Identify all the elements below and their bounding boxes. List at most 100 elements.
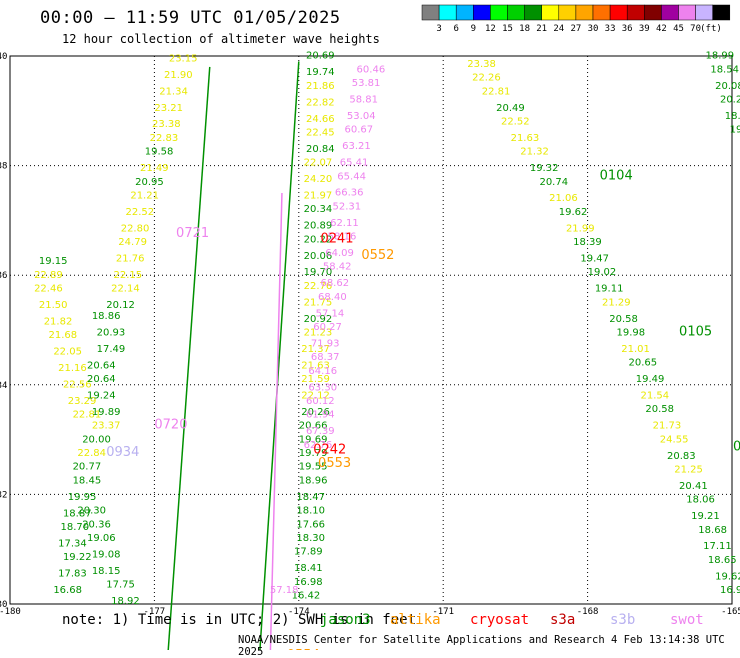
wave-height-label: 18.70	[61, 522, 90, 533]
wave-height-label: 21.50	[39, 300, 68, 311]
wave-height-label: 64.09	[325, 248, 354, 259]
wave-height-label: 22.82	[306, 97, 335, 108]
y-tick-label: 30	[0, 600, 7, 610]
wave-height-label: 20.41	[679, 481, 708, 492]
pass-time-label: 0105	[679, 324, 712, 339]
wave-height-label: 18.45	[73, 475, 102, 486]
wave-height-label: 22.81	[482, 86, 511, 97]
wave-height-label: 65.41	[340, 158, 369, 169]
wave-height-label: 57.14	[316, 308, 345, 319]
legend-cryosat: cryosat	[470, 612, 530, 628]
wave-height-label: 18.39	[573, 237, 602, 248]
colorbar: 3 6 9 12 15 18 21 24 27 30 33 36 39 42 45 70 (ft)	[421, 4, 731, 34]
wave-height-label: 21.90	[164, 70, 193, 81]
wave-height-label: 19.79	[299, 448, 328, 459]
wave-height-label: 58.16	[328, 232, 357, 243]
wave-height-label: 19.62	[715, 571, 740, 582]
colorbar-tick-label: 12	[485, 24, 496, 34]
colorbar-tick-label: 27	[570, 24, 581, 34]
wave-height-label: 18.15	[92, 566, 121, 577]
wave-height-label: 21.63	[301, 360, 330, 371]
wave-height-label: 22.84	[77, 448, 106, 459]
colorbar-swatch	[524, 4, 542, 21]
footer-note: note: 1) Time is in UTC; 2) SWH is in fe…	[62, 612, 417, 628]
wave-height-label: 19.02	[588, 267, 617, 278]
wave-height-label: 24.20	[304, 174, 333, 185]
colorbar-tick-label: 45	[673, 24, 684, 34]
wave-height-label: 20.77	[73, 462, 102, 473]
legend-jason3: jason3	[320, 612, 371, 628]
colorbar-tick-label: 42	[656, 24, 667, 34]
wave-height-label: 21.32	[520, 147, 549, 158]
colorbar-tick-label: 36	[622, 24, 633, 34]
wave-height-label: 23.38	[152, 119, 181, 130]
pass-time-label: 0721	[176, 226, 209, 241]
wave-height-label: 20.74	[539, 177, 568, 188]
wave-height-label: 20.08	[715, 81, 740, 92]
wave-height-label: 22.14	[111, 284, 140, 295]
wave-height-label: 22.89	[34, 270, 63, 281]
wave-height-label: 21.86	[306, 81, 335, 92]
pass-time-label: 0720	[154, 418, 187, 433]
wave-height-label: 17.49	[97, 344, 126, 355]
wave-height-label: 17.11	[703, 541, 732, 552]
wave-height-label: 20.66	[299, 421, 328, 432]
wave-height-label: 18.86	[92, 311, 121, 322]
pass-time-label: 0	[733, 440, 740, 455]
colorbar-swatch	[678, 4, 696, 21]
wave-height-label: 18.99	[706, 51, 735, 62]
colorbar-swatch	[541, 4, 560, 21]
wave-height-label: 19.55	[299, 462, 328, 473]
wave-height-label: 19.74	[306, 67, 335, 78]
colorbar-tick-label: 6	[453, 24, 458, 34]
colorbar-swatch	[421, 4, 440, 21]
wave-height-label: 19.22	[63, 552, 92, 563]
wave-height-label: 19.98	[616, 327, 645, 338]
plot-axes: -180 -177 -174 -171 -168 -165 30 32 34 36 38 40	[0, 52, 740, 617]
wave-height-label: 19.3	[730, 125, 740, 136]
chart-subtitle: 12 hour collection of altimeter wave hei…	[62, 32, 380, 46]
wave-height-label: 21.21	[130, 190, 159, 201]
legend-s3b: s3b	[610, 612, 636, 628]
wave-height-label: 20.84	[306, 144, 335, 155]
wave-height-label: 21.25	[674, 464, 703, 475]
wave-height-label: 18.65	[708, 555, 737, 566]
wave-height-label: 62.11	[330, 218, 359, 229]
wave-height-label: 22.83	[150, 133, 179, 144]
colorbar-tick-label: 21	[536, 24, 547, 34]
wave-height-label: 20.92	[304, 314, 333, 325]
wave-height-label: 18.41	[294, 563, 323, 574]
track-line	[269, 192, 283, 650]
x-tick-label: -165	[721, 607, 740, 617]
wave-height-label: 52.31	[332, 201, 361, 212]
wave-height-label: 23.37	[92, 421, 121, 432]
wave-height-label: 16.98	[294, 577, 323, 588]
colorbar-tick-label: 15	[502, 24, 513, 34]
track-line	[259, 61, 300, 650]
wave-height-label: 17.89	[294, 547, 323, 558]
y-tick-label: 40	[0, 52, 7, 62]
satellite-tracks	[167, 61, 300, 650]
wave-height-label: 60.12	[306, 396, 335, 407]
legend-s3a: s3a	[550, 612, 576, 628]
colorbar-swatch	[592, 4, 611, 21]
wave-height-label: 20.65	[629, 358, 658, 369]
wave-height-label: 19.32	[530, 163, 559, 174]
wave-height-label: 21.82	[44, 317, 73, 328]
wave-height-label: 20.29	[720, 95, 740, 106]
wave-height-label: 18.47	[296, 492, 325, 503]
colorbar-swatch	[455, 4, 474, 21]
wave-height-label: 63.30	[308, 382, 337, 393]
wave-height-label: 20.58	[609, 314, 638, 325]
wave-height-label: 19.69	[299, 434, 328, 445]
wave-height-label: 21.16	[58, 363, 87, 374]
colorbar-swatch	[575, 4, 594, 21]
wave-height-label: 20.83	[667, 451, 696, 462]
wave-height-label: 23.29	[68, 396, 97, 407]
wave-height-label: 17.66	[296, 519, 325, 530]
wave-height-label: 19.24	[87, 391, 116, 402]
wave-height-label: 18.68	[698, 525, 727, 536]
wave-height-label: 23.38	[467, 59, 496, 70]
wave-height-label: 53.04	[347, 111, 376, 122]
wave-height-label: 20.06	[304, 251, 333, 262]
